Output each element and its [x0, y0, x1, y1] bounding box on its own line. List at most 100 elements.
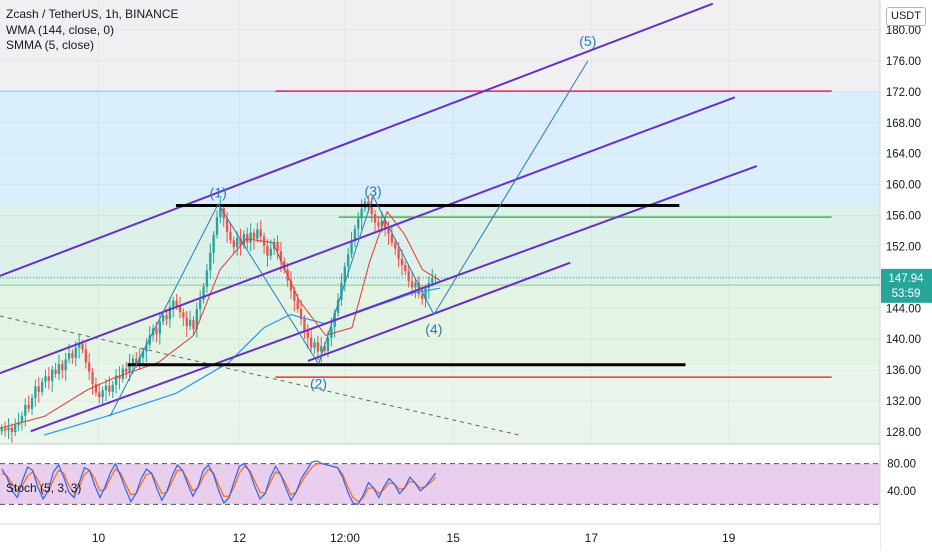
dashed-trend-line [0, 315, 520, 436]
candle-body [101, 390, 104, 398]
candle-body [400, 258, 404, 266]
candle-body [209, 252, 212, 271]
candle-body [232, 240, 235, 248]
stoch-legend[interactable]: Stoch (5, 3, 3) [6, 481, 82, 495]
candle-body [296, 300, 299, 310]
candle-body [239, 237, 242, 245]
candle-body [414, 282, 417, 288]
channel-line-middle [0, 96, 736, 375]
candle-body [407, 271, 410, 282]
channel-lines[interactable] [0, 2, 758, 433]
wave-label: (1) [210, 184, 227, 200]
price-tick-label: 164.00 [886, 149, 921, 161]
time-tick-label: 12:00 [330, 531, 360, 545]
time-tick-label: 17 [585, 531, 599, 545]
candle-body [404, 265, 407, 272]
candle-body [246, 234, 249, 243]
wave-label: (3) [365, 183, 382, 199]
candle-body [249, 232, 252, 243]
thick-levels[interactable] [127, 203, 686, 367]
candle-body [259, 229, 262, 237]
candle-body [266, 245, 269, 256]
candle-body [67, 353, 71, 360]
candle-body [353, 228, 357, 242]
candle-body [162, 315, 165, 322]
wave-path[interactable] [109, 60, 589, 417]
candle-body [195, 309, 198, 330]
price-badge-countdown: 53:59 [892, 288, 921, 300]
time-tick-label: 15 [447, 531, 461, 545]
candle-body [172, 300, 175, 307]
candle-body [370, 207, 373, 214]
candle-body [192, 319, 195, 330]
legend-wma[interactable]: WMA (144, close, 0) [6, 22, 115, 37]
smma-line [0, 211, 441, 429]
candle-body [168, 306, 172, 320]
candle-body [125, 368, 128, 373]
candle-body [229, 231, 232, 241]
candle-body [0, 428, 3, 432]
candle-body [326, 337, 330, 351]
candle-body [178, 305, 182, 313]
candle-body [188, 319, 192, 327]
stoch-band [0, 463, 880, 505]
blue-zone [0, 91, 880, 206]
candle-body [357, 218, 360, 229]
price-tick-label: 128.00 [886, 427, 921, 439]
candle-body [410, 281, 414, 288]
legend-symbol[interactable]: Zcash / TetherUS, 1h, BINANCE [6, 7, 179, 21]
candle-body [252, 232, 256, 239]
candle-body [30, 397, 34, 409]
candle-body [343, 266, 346, 283]
time-axis[interactable]: 10 12 12:00 15 17 19 [0, 523, 880, 550]
candle-body [336, 299, 340, 313]
price-axis[interactable]: 180.00 176.00 172.00 168.00 164.00 160.00 156.… [879, 0, 932, 550]
candle-body [24, 404, 27, 416]
price-tick-label: 168.00 [886, 118, 921, 130]
candle-body [44, 376, 47, 382]
candle-body [182, 312, 185, 318]
candle-body [397, 248, 400, 259]
thin-levels [0, 90, 880, 378]
time-tick-label: 19 [722, 531, 736, 545]
candle-body [175, 300, 178, 306]
candle-body [84, 349, 88, 363]
wma-line [43, 287, 441, 436]
price-zones [0, 0, 880, 444]
wave-label: (5) [579, 33, 596, 49]
candle-body [88, 362, 91, 372]
time-tick-label: 12 [233, 531, 247, 545]
candle-body [279, 251, 283, 262]
candle-body [20, 415, 24, 422]
candle-body [276, 241, 279, 252]
candle-body [219, 207, 222, 218]
candle-body [360, 208, 363, 219]
currency-button[interactable]: USDT [886, 7, 926, 26]
candle-body [54, 369, 57, 375]
candle-body [40, 381, 44, 392]
price-tick-label: 172.00 [886, 87, 921, 99]
price-tick-label: 160.00 [886, 180, 921, 192]
candle-body [313, 342, 316, 348]
candle-body [91, 371, 94, 385]
candle-body [158, 321, 162, 334]
stoch-tick-label: 40.00 [887, 486, 916, 498]
wave-labels: (1) (2) (3) (4) (5) [210, 33, 597, 391]
candle-body [104, 385, 108, 391]
candle-body [71, 353, 74, 358]
candle-body [215, 217, 219, 235]
green-zone-low [0, 364, 880, 444]
candle-body [383, 220, 387, 228]
price-tick-label: 152.00 [886, 241, 921, 253]
price-tick-label: 140.00 [886, 334, 921, 346]
candle-body [212, 234, 215, 253]
candle-body [185, 317, 188, 327]
candle-body [235, 237, 239, 248]
stoch-pane [0, 443, 880, 524]
candle-body [98, 392, 101, 398]
candle-body [118, 375, 121, 379]
candle-body [256, 229, 259, 239]
legend-smma[interactable]: SMMA (5, close) [6, 38, 95, 52]
